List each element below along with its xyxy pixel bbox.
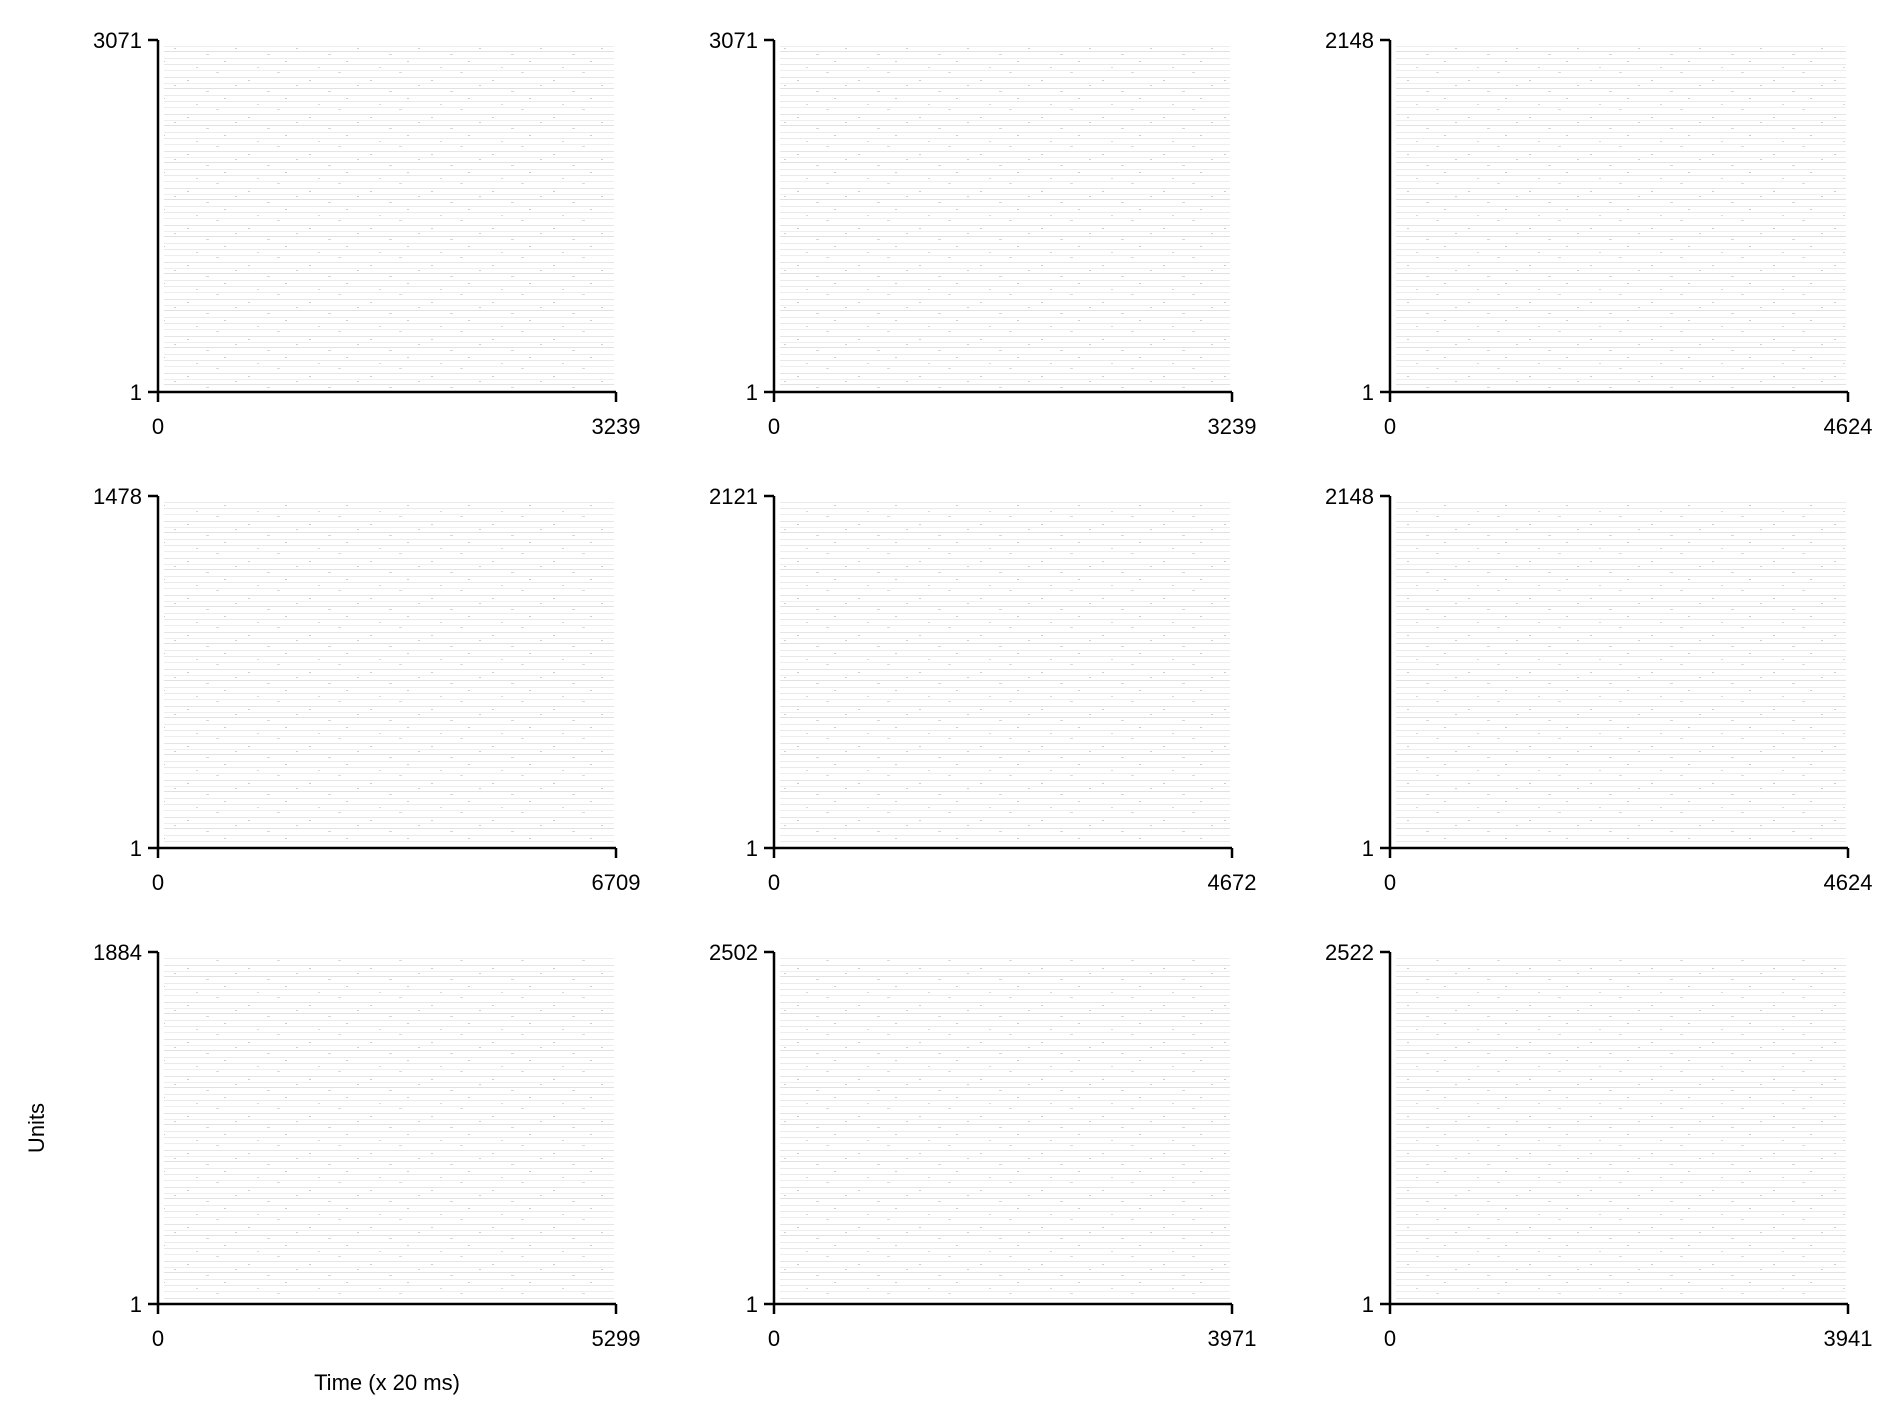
x-axis-label: Time (x 20 ms): [314, 1370, 460, 1395]
x-tick-label: 6709: [592, 870, 641, 895]
x-tick-label: 0: [768, 870, 780, 895]
x-tick-label: 0: [768, 1326, 780, 1351]
y-tick-label: 2148: [1325, 28, 1374, 53]
y-tick-label: 2502: [709, 940, 758, 965]
x-tick-label: 0: [1384, 414, 1396, 439]
y-axis-label: Units: [24, 1103, 49, 1153]
raster-panel: 1 1478 0 6709: [93, 484, 640, 895]
raster-panel: 1 1884 0 5299: [93, 940, 640, 1351]
x-tick-label: 0: [152, 870, 164, 895]
y-tick-label: 2121: [709, 484, 758, 509]
x-tick-label: 0: [768, 414, 780, 439]
y-tick-label: 2148: [1325, 484, 1374, 509]
x-tick-label: 4624: [1824, 414, 1873, 439]
raster-image: [1396, 46, 1846, 388]
x-tick-label: 0: [1384, 870, 1396, 895]
x-tick-label: 0: [1384, 1326, 1396, 1351]
x-tick-label: 5299: [592, 1326, 641, 1351]
raster-image: [1396, 958, 1846, 1300]
y-tick-label: 1: [746, 380, 758, 405]
x-tick-label: 3239: [1208, 414, 1257, 439]
raster-image: [164, 46, 614, 388]
y-tick-label: 1884: [93, 940, 142, 965]
raster-image: [164, 502, 614, 844]
raster-image: [780, 502, 1230, 844]
raster-panel: 1 2502 0 3971: [709, 940, 1256, 1351]
y-tick-label: 3071: [709, 28, 758, 53]
y-tick-label: 1: [746, 1292, 758, 1317]
raster-panel: 1 3071 0 3239: [93, 28, 640, 439]
raster-image: [164, 958, 614, 1300]
raster-panel: 1 2148 0 4624: [1325, 28, 1872, 439]
y-tick-label: 3071: [93, 28, 142, 53]
y-tick-label: 1: [130, 836, 142, 861]
x-tick-label: 3941: [1824, 1326, 1873, 1351]
x-tick-label: 4624: [1824, 870, 1873, 895]
raster-panel: 1 2148 0 4624: [1325, 484, 1872, 895]
y-tick-label: 2522: [1325, 940, 1374, 965]
y-tick-label: 1: [130, 1292, 142, 1317]
y-tick-label: 1: [1362, 836, 1374, 861]
raster-image: [1396, 502, 1846, 844]
y-tick-label: 1: [1362, 1292, 1374, 1317]
raster-panel: 1 2121 0 4672: [709, 484, 1256, 895]
x-tick-label: 3971: [1208, 1326, 1257, 1351]
y-tick-label: 1: [1362, 380, 1374, 405]
x-tick-label: 3239: [592, 414, 641, 439]
x-tick-label: 0: [152, 1326, 164, 1351]
raster-panel: 1 3071 0 3239: [709, 28, 1256, 439]
raster-image: [780, 958, 1230, 1300]
y-tick-label: 1: [130, 380, 142, 405]
x-tick-label: 0: [152, 414, 164, 439]
y-tick-label: 1: [746, 836, 758, 861]
y-tick-label: 1478: [93, 484, 142, 509]
raster-image: [780, 46, 1230, 388]
raster-panel: 1 2522 0 3941: [1325, 940, 1872, 1351]
x-tick-label: 4672: [1208, 870, 1257, 895]
